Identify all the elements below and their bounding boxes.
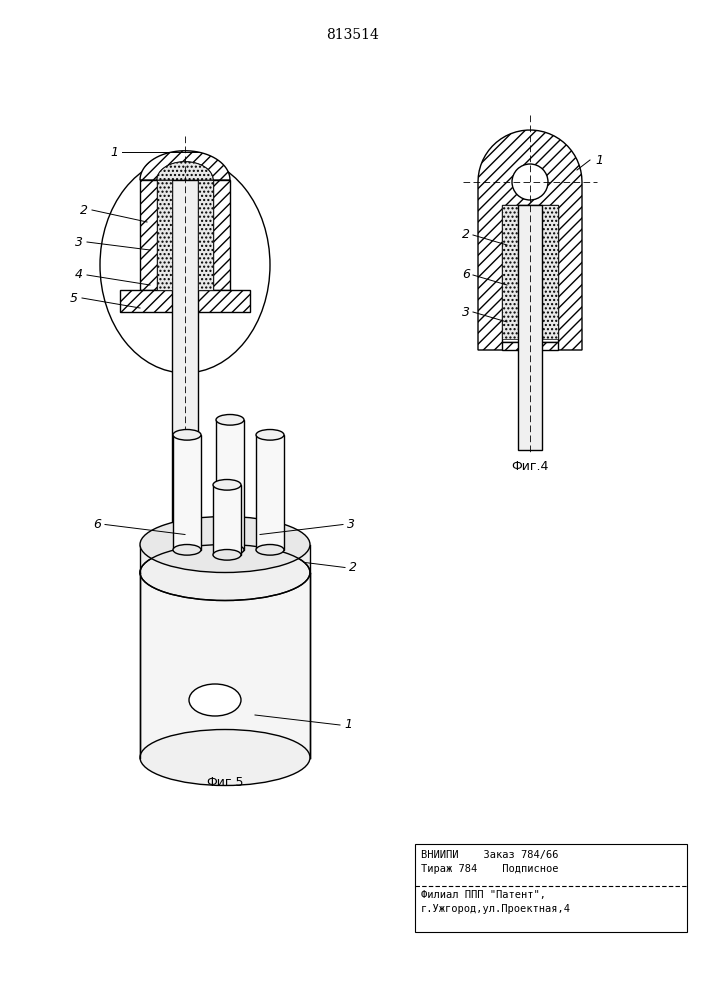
Ellipse shape: [189, 684, 241, 716]
Polygon shape: [502, 205, 518, 339]
Ellipse shape: [173, 544, 201, 555]
Text: 813514: 813514: [327, 28, 380, 42]
Ellipse shape: [216, 414, 244, 425]
Ellipse shape: [213, 550, 241, 560]
Ellipse shape: [140, 730, 310, 786]
Text: 2: 2: [349, 561, 357, 574]
Ellipse shape: [140, 544, 310, 600]
Text: Филиал ППП "Патент",: Филиал ППП "Патент",: [421, 890, 546, 900]
Text: Фиг.4: Фиг.4: [511, 460, 549, 473]
Polygon shape: [256, 435, 284, 550]
Polygon shape: [502, 205, 558, 342]
Ellipse shape: [216, 544, 244, 555]
Text: ВНИИПИ    Заказ 784/66: ВНИИПИ Заказ 784/66: [421, 850, 559, 860]
Polygon shape: [157, 180, 172, 290]
Ellipse shape: [213, 479, 241, 490]
Polygon shape: [173, 435, 201, 550]
Polygon shape: [140, 180, 157, 290]
Polygon shape: [120, 290, 250, 312]
Ellipse shape: [100, 157, 270, 373]
Polygon shape: [172, 180, 198, 530]
Text: 3: 3: [462, 306, 470, 318]
Text: Фиг.3: Фиг.3: [166, 542, 204, 555]
Text: 2: 2: [80, 204, 88, 217]
Text: г.Ужгород,ул.Проектная,4: г.Ужгород,ул.Проектная,4: [421, 904, 571, 914]
Text: 1: 1: [110, 145, 118, 158]
Text: 1: 1: [595, 153, 603, 166]
Text: 3: 3: [347, 518, 355, 531]
Text: 1: 1: [344, 718, 352, 732]
Ellipse shape: [256, 429, 284, 440]
Polygon shape: [518, 205, 542, 450]
Text: 2: 2: [462, 229, 470, 241]
Ellipse shape: [140, 516, 310, 572]
Polygon shape: [140, 151, 230, 180]
Circle shape: [512, 164, 548, 200]
Ellipse shape: [256, 544, 284, 555]
Text: 3: 3: [75, 235, 83, 248]
Text: 4: 4: [75, 268, 83, 282]
Polygon shape: [542, 205, 558, 339]
Text: 6: 6: [462, 268, 470, 282]
Polygon shape: [140, 544, 310, 572]
Polygon shape: [157, 162, 213, 180]
Polygon shape: [478, 130, 582, 350]
Polygon shape: [140, 572, 310, 758]
Bar: [415, 844, 687, 932]
Polygon shape: [213, 485, 241, 555]
Text: 5: 5: [70, 292, 78, 304]
Ellipse shape: [173, 429, 201, 440]
Text: Фиг.5: Фиг.5: [206, 776, 244, 788]
Polygon shape: [213, 180, 230, 290]
Polygon shape: [216, 420, 244, 550]
Polygon shape: [502, 342, 558, 350]
Text: 6: 6: [93, 518, 101, 531]
Text: Тираж 784    Подписное: Тираж 784 Подписное: [421, 864, 559, 874]
Polygon shape: [198, 180, 213, 290]
